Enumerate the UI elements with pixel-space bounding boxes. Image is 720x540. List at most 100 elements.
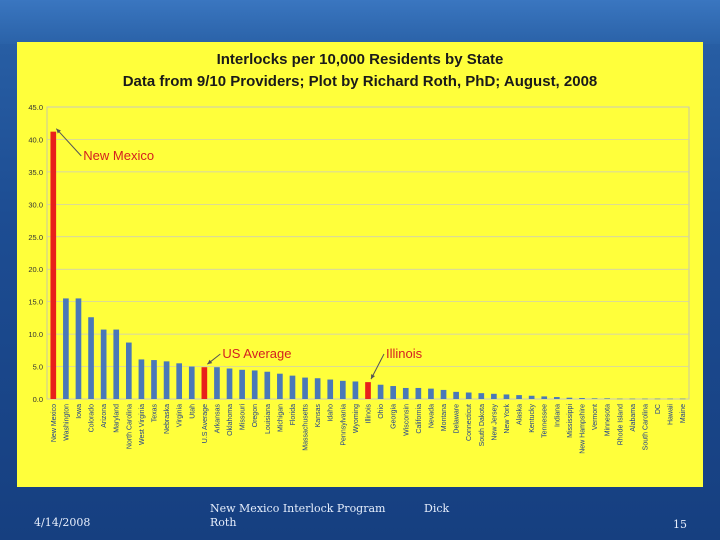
bar-rhode-island (616, 398, 623, 400)
y-tick-label: 5.0 (33, 363, 43, 372)
bar-arizona (100, 329, 107, 399)
bar-utah (188, 366, 195, 399)
bar-california (415, 387, 422, 399)
bar-alaska (516, 395, 522, 399)
x-tick-label: Texas (152, 404, 159, 423)
bar-north-carolina (125, 342, 132, 399)
x-tick-label: Ohio (378, 404, 385, 419)
bar-oregon (251, 370, 258, 399)
x-tick-label: Indiana (554, 404, 561, 427)
bar-dc (654, 398, 661, 400)
y-tick-label: 45.0 (28, 103, 43, 112)
bar-nevada (428, 388, 434, 399)
x-tick-label: Hawaii (668, 404, 675, 425)
x-tick-label: South Carolina (642, 404, 649, 450)
bar-alabama (629, 398, 636, 400)
bar-hawaii (667, 398, 673, 400)
x-tick-label: Mississippi (567, 404, 574, 438)
x-tick-label: North Carolina (126, 404, 133, 449)
bar-pennsylvania (339, 380, 346, 399)
x-tick-label: Colorado (89, 404, 96, 433)
x-tick-label: Montana (441, 404, 448, 431)
bar-west-virginia (138, 359, 145, 399)
x-tick-label: Connecticut (466, 404, 473, 441)
bar-u-s-average (201, 367, 208, 399)
x-tick-label: New Jersey (491, 404, 498, 441)
x-tick-label: Kansas (315, 404, 322, 428)
footer-author-first: Dick (424, 502, 450, 515)
bar-maine (679, 398, 686, 400)
x-tick-label: Maryland (114, 404, 121, 433)
bar-connecticut (465, 392, 472, 399)
x-tick-label: New Hampshire (580, 404, 587, 454)
x-tick-label: Oregon (252, 404, 259, 427)
chart-subtitle: Data from 9/10 Providers; Plot by Richar… (123, 73, 598, 90)
x-tick-label: Virginia (177, 404, 184, 427)
footer-date: 4/14/2008 (34, 516, 91, 529)
bar-mississippi (566, 397, 573, 399)
footer-author-last: Roth (210, 516, 237, 529)
bar-michigan (277, 373, 283, 399)
bar-wisconsin (402, 387, 409, 399)
annotation-arrow (370, 353, 385, 380)
slide-header-band (0, 0, 720, 44)
bar-georgia (390, 386, 397, 399)
bar-massachusetts (302, 377, 308, 399)
x-tick-label: New York (504, 404, 511, 434)
chart-title: Interlocks per 10,000 Residents by State (217, 51, 504, 68)
bar-new-hampshire (579, 398, 585, 399)
x-tick-label: California (416, 404, 423, 434)
bar-kansas (314, 378, 321, 399)
x-tick-label: South Dakota (479, 404, 486, 447)
x-tick-label: Nevada (428, 404, 435, 428)
x-tick-label: Louisiana (265, 404, 272, 434)
x-tick-label: Vermont (592, 404, 599, 430)
bar-kentucky (528, 395, 535, 399)
bar-virginia (176, 363, 183, 399)
bar-new-york (503, 394, 510, 399)
x-tick-label: Michigan (277, 404, 284, 432)
annotation-arrowhead (207, 359, 213, 365)
annotation-u-s-average: US Average (222, 346, 291, 361)
bar-new-mexico (50, 131, 57, 399)
bar-new-jersey (491, 393, 497, 399)
bar-maryland (113, 329, 120, 399)
bar-tennessee (541, 396, 548, 399)
x-tick-label: Alabama (630, 404, 637, 432)
bar-iowa (75, 298, 82, 399)
bar-south-carolina (642, 398, 648, 400)
bar-vermont (591, 398, 598, 399)
bar-montana (440, 389, 447, 399)
y-tick-label: 40.0 (28, 135, 43, 144)
bar-texas (151, 360, 157, 399)
bar-florida (289, 375, 296, 399)
bar-ohio (377, 384, 384, 399)
y-tick-label: 15.0 (28, 298, 43, 307)
x-tick-label: Delaware (454, 404, 461, 434)
x-tick-label: Washington (63, 404, 70, 441)
bar-delaware (453, 391, 459, 399)
x-tick-label: Missouri (240, 404, 247, 431)
bar-nebraska (163, 361, 170, 399)
y-tick-label: 10.0 (28, 330, 43, 339)
y-tick-label: 30.0 (28, 200, 43, 209)
x-tick-label: Alaska (517, 404, 524, 425)
x-tick-label: Utah (189, 404, 196, 419)
x-tick-label: Pennsylvania (340, 404, 347, 446)
bar-minnesota (604, 398, 611, 399)
y-tick-label: 20.0 (28, 265, 43, 274)
bar-arkansas (214, 367, 220, 399)
annotation-new-mexico: New Mexico (83, 148, 154, 163)
x-tick-label: Maine (680, 404, 687, 423)
bar-colorado (88, 317, 94, 399)
bar-indiana (553, 397, 560, 399)
x-tick-label: Iowa (76, 404, 83, 419)
annotation-arrowhead (56, 128, 61, 134)
x-tick-label: Massachusetts (303, 404, 310, 451)
annotation-arrowhead (371, 374, 376, 380)
bar-washington (63, 298, 69, 399)
x-tick-label: Florida (290, 404, 297, 426)
x-tick-label: Tennessee (542, 404, 549, 438)
bar-oklahoma (226, 368, 233, 399)
bar-wyoming (352, 381, 359, 399)
